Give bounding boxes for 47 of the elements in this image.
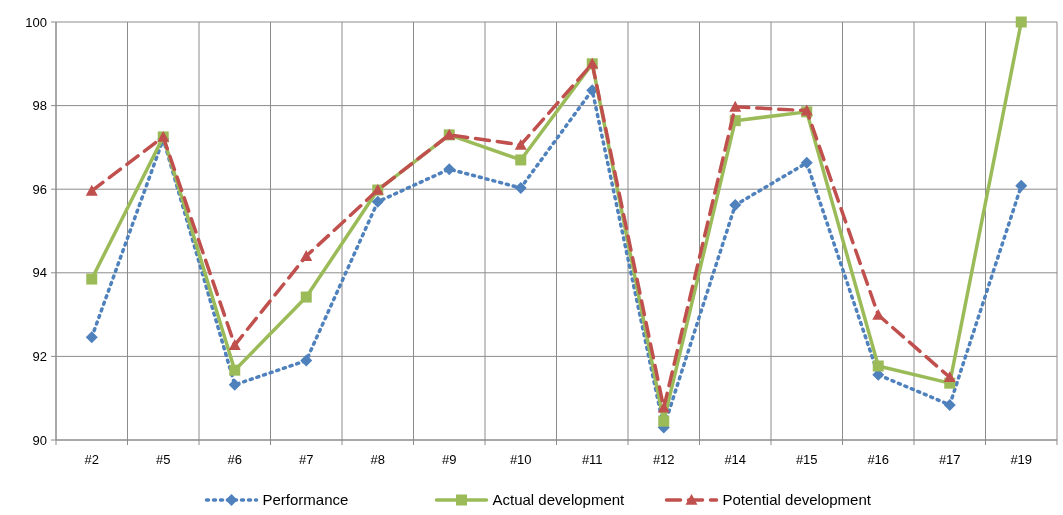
point — [229, 364, 241, 376]
x-tick-label: #14 — [724, 452, 747, 467]
x-tick-label: #19 — [1010, 452, 1033, 467]
point — [300, 354, 313, 367]
x-tick-label: #2 — [84, 452, 99, 467]
x-tick-label: #12 — [652, 452, 675, 467]
point — [800, 156, 813, 169]
x-tick-label: #16 — [867, 452, 890, 467]
point — [514, 181, 527, 194]
point — [657, 401, 670, 413]
x-tick-label: #7 — [299, 452, 314, 467]
point — [1015, 16, 1027, 28]
point — [228, 378, 241, 391]
y-tick-label: 94 — [32, 265, 47, 281]
point — [300, 250, 313, 261]
point — [371, 195, 384, 208]
point — [729, 199, 742, 212]
point — [85, 184, 98, 196]
point — [658, 415, 670, 427]
point — [85, 331, 98, 344]
legend-label: Actual development — [492, 491, 626, 508]
x-tick-label: #11 — [581, 452, 603, 467]
x-tick-label: #10 — [509, 452, 532, 467]
y-tick-label: 90 — [32, 432, 47, 448]
point — [300, 291, 312, 303]
point — [515, 154, 527, 166]
point — [729, 100, 742, 112]
point — [1015, 179, 1028, 192]
point — [514, 138, 527, 150]
point — [872, 360, 884, 372]
point — [86, 273, 98, 285]
point — [228, 339, 241, 350]
point — [943, 398, 956, 411]
x-tick-label: #15 — [795, 452, 818, 467]
y-tick-label: 100 — [25, 14, 47, 30]
x-tick-label: #8 — [370, 452, 385, 467]
y-tick-label: 96 — [32, 181, 47, 197]
y-tick-label: 92 — [32, 348, 47, 364]
point — [943, 371, 956, 383]
legend-label: Potential development — [722, 491, 872, 508]
y-tick-label: 98 — [32, 98, 47, 114]
point — [443, 163, 456, 176]
x-tick-label: #17 — [938, 452, 961, 467]
legend-label: Performance — [262, 491, 349, 508]
x-tick-label: #6 — [227, 452, 242, 467]
x-tick-label: #5 — [156, 452, 171, 467]
x-tick-label: #9 — [442, 452, 457, 467]
